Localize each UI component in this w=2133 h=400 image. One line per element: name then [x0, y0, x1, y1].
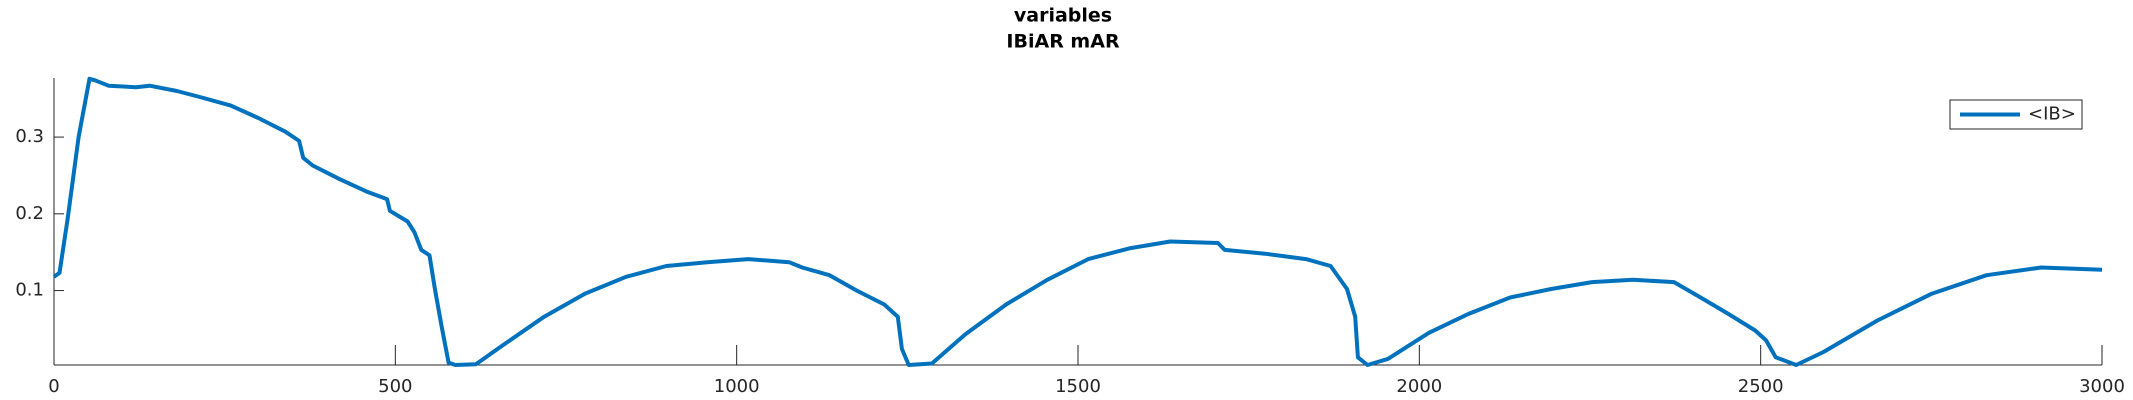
x-tick-label: 2500: [1738, 376, 1784, 397]
x-tick-label: 3000: [2079, 376, 2125, 397]
y-tick-label: 0.2: [15, 203, 44, 224]
x-tick-label: 2000: [1396, 376, 1442, 397]
x-tick-label: 1500: [1055, 376, 1101, 397]
x-tick-label: 0: [48, 376, 59, 397]
data-line: [52, 76, 2103, 367]
x-tick-label: 500: [378, 376, 412, 397]
y-tick-label: 0.1: [15, 280, 44, 301]
y-tick-label: 0.3: [15, 126, 44, 147]
chart-subtitle: IBiAR mAR: [1006, 31, 1120, 53]
x-tick-label: 1000: [714, 376, 760, 397]
chart-title: variables: [1014, 5, 1112, 27]
legend-label: <IB>: [2028, 104, 2076, 125]
